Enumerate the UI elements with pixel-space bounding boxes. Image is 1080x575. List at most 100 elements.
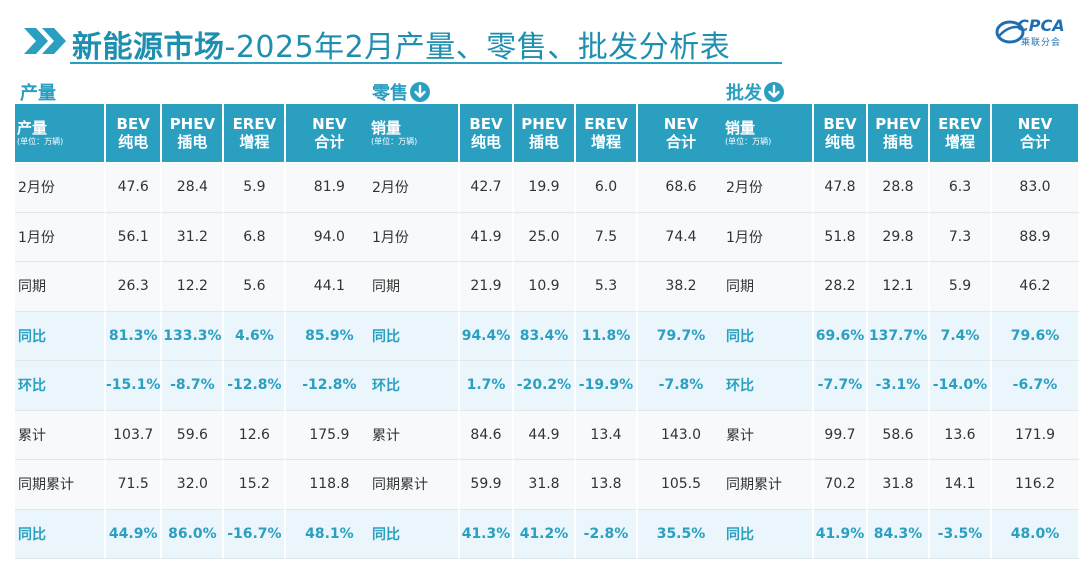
value-cell: 175.9 bbox=[286, 410, 375, 460]
page-title: 新能源市场-2025年2月产量、零售、批发分析表 bbox=[72, 22, 730, 66]
value-cell: 5.9 bbox=[224, 163, 287, 213]
table-row: 累计 84.6 44.9 13.4 143.0 bbox=[369, 410, 726, 460]
value-cell: 41.3% bbox=[460, 509, 514, 559]
value-cell: 5.9 bbox=[930, 262, 992, 312]
value-cell: 35.5% bbox=[638, 509, 726, 559]
column-header: EREV 增程 bbox=[224, 104, 287, 163]
value-cell: 41.9 bbox=[460, 212, 514, 262]
value-cell: 85.9% bbox=[286, 311, 375, 361]
column-header-code: PHEV bbox=[169, 115, 216, 133]
value-cell: 51.8 bbox=[814, 212, 868, 262]
column-header-code: PHEV bbox=[521, 115, 567, 133]
row-header-main: 销量 bbox=[371, 119, 402, 137]
value-cell: 69.6% bbox=[814, 311, 868, 361]
row-label: 同期 bbox=[369, 262, 460, 312]
value-cell: 79.6% bbox=[992, 311, 1080, 361]
wholesale-table: 销量 (单位：万辆) BEV 纯电 PHEV 插电 EREV 增程 NEV 合计 2月份 47.8 28… bbox=[723, 104, 1080, 559]
value-cell: 143.0 bbox=[638, 410, 726, 460]
column-header-name: 插电 bbox=[177, 133, 208, 151]
value-cell: -19.9% bbox=[576, 361, 638, 411]
column-header: NEV 合计 bbox=[992, 104, 1080, 163]
value-cell: 99.7 bbox=[814, 410, 868, 460]
column-header: NEV 合计 bbox=[638, 104, 726, 163]
table-row: 环比 1.7% -20.2% -19.9% -7.8% bbox=[369, 361, 726, 411]
value-cell: -8.7% bbox=[162, 361, 225, 411]
car-logo-icon bbox=[995, 20, 1025, 44]
value-cell: -7.8% bbox=[638, 361, 726, 411]
section-title-production: 产量 bbox=[20, 79, 56, 105]
table-row: 2月份 47.8 28.8 6.3 83.0 bbox=[723, 163, 1080, 213]
column-header: BEV 纯电 bbox=[814, 104, 868, 163]
column-header-code: NEV bbox=[312, 115, 347, 133]
column-header-name: 合计 bbox=[665, 133, 696, 151]
row-label: 同比 bbox=[15, 311, 106, 361]
value-cell: 6.8 bbox=[224, 212, 287, 262]
value-cell: 68.6 bbox=[638, 163, 726, 213]
column-header: BEV 纯电 bbox=[106, 104, 163, 163]
row-label: 环比 bbox=[15, 361, 106, 411]
value-cell: 11.8% bbox=[576, 311, 638, 361]
value-cell: -2.8% bbox=[576, 509, 638, 559]
row-header-main: 销量 bbox=[725, 119, 756, 137]
column-header-code: EREV bbox=[938, 115, 982, 133]
row-header-cell: 销量 (单位：万辆) bbox=[369, 104, 460, 163]
value-cell: 29.8 bbox=[868, 212, 930, 262]
value-cell: 25.0 bbox=[514, 212, 576, 262]
value-cell: 28.4 bbox=[162, 163, 225, 213]
column-header: BEV 纯电 bbox=[460, 104, 514, 163]
row-label: 2月份 bbox=[15, 163, 106, 213]
table-row: 1月份 51.8 29.8 7.3 88.9 bbox=[723, 212, 1080, 262]
value-cell: 31.8 bbox=[514, 460, 576, 510]
column-header-code: NEV bbox=[1017, 115, 1053, 133]
value-cell: 28.2 bbox=[814, 262, 868, 312]
column-header-name: 插电 bbox=[882, 133, 913, 151]
row-label: 同比 bbox=[723, 509, 814, 559]
value-cell: 12.6 bbox=[224, 410, 287, 460]
value-cell: 56.1 bbox=[106, 212, 163, 262]
production-table: 产量 (单位：万辆) BEV 纯电 PHEV 插电 EREV 增程 NEV 合计 2月份 47.6 28… bbox=[15, 104, 375, 559]
row-label: 同比 bbox=[369, 509, 460, 559]
value-cell: 12.2 bbox=[162, 262, 225, 312]
value-cell: 19.9 bbox=[514, 163, 576, 213]
table-row: 环比 -15.1% -8.7% -12.8% -12.8% bbox=[15, 361, 375, 411]
value-cell: 48.0% bbox=[992, 509, 1080, 559]
unit-label: (单位：万辆) bbox=[371, 137, 418, 146]
value-cell: 26.3 bbox=[106, 262, 163, 312]
retail-table: 销量 (单位：万辆) BEV 纯电 PHEV 插电 EREV 增程 NEV 合计 2月份 42.7 19… bbox=[369, 104, 726, 559]
section-title-retail: 零售 bbox=[372, 79, 430, 105]
value-cell: -6.7% bbox=[992, 361, 1080, 411]
row-label: 同期累计 bbox=[15, 460, 106, 510]
value-cell: 6.0 bbox=[576, 163, 638, 213]
column-header-name: 插电 bbox=[528, 133, 559, 151]
column-header-code: BEV bbox=[823, 115, 857, 133]
value-cell: 103.7 bbox=[106, 410, 163, 460]
value-cell: -3.5% bbox=[930, 509, 992, 559]
value-cell: 42.7 bbox=[460, 163, 514, 213]
section-title-label: 零售 bbox=[372, 83, 408, 104]
column-header: EREV 增程 bbox=[576, 104, 638, 163]
row-label: 累计 bbox=[369, 410, 460, 460]
cpca-logo: CPCA 乘联分会 bbox=[995, 14, 1073, 48]
value-cell: -15.1% bbox=[106, 361, 163, 411]
table-row: 同期 21.9 10.9 5.3 38.2 bbox=[369, 262, 726, 312]
section-title-label: 批发 bbox=[726, 83, 762, 104]
table-row: 同比 94.4% 83.4% 11.8% 79.7% bbox=[369, 311, 726, 361]
table-row: 同比 69.6% 137.7% 7.4% 79.6% bbox=[723, 311, 1080, 361]
table-row: 同期累计 70.2 31.8 14.1 116.2 bbox=[723, 460, 1080, 510]
value-cell: -20.2% bbox=[514, 361, 576, 411]
table-row: 2月份 47.6 28.4 5.9 81.9 bbox=[15, 163, 375, 213]
value-cell: 81.3% bbox=[106, 311, 163, 361]
value-cell: 31.2 bbox=[162, 212, 225, 262]
value-cell: -7.7% bbox=[814, 361, 868, 411]
table-header-row: 产量 (单位：万辆) BEV 纯电 PHEV 插电 EREV 增程 NEV 合计 bbox=[15, 104, 375, 163]
row-label: 同期累计 bbox=[369, 460, 460, 510]
page-title-bold: 新能源市场 bbox=[72, 30, 225, 65]
table-header-row: 销量 (单位：万辆) BEV 纯电 PHEV 插电 EREV 增程 NEV 合计 bbox=[369, 104, 726, 163]
row-label: 环比 bbox=[723, 361, 814, 411]
value-cell: -3.1% bbox=[868, 361, 930, 411]
value-cell: 13.6 bbox=[930, 410, 992, 460]
column-header-name: 增程 bbox=[239, 133, 270, 151]
value-cell: -16.7% bbox=[224, 509, 287, 559]
value-cell: 118.8 bbox=[286, 460, 375, 510]
table-row: 同期 28.2 12.1 5.9 46.2 bbox=[723, 262, 1080, 312]
